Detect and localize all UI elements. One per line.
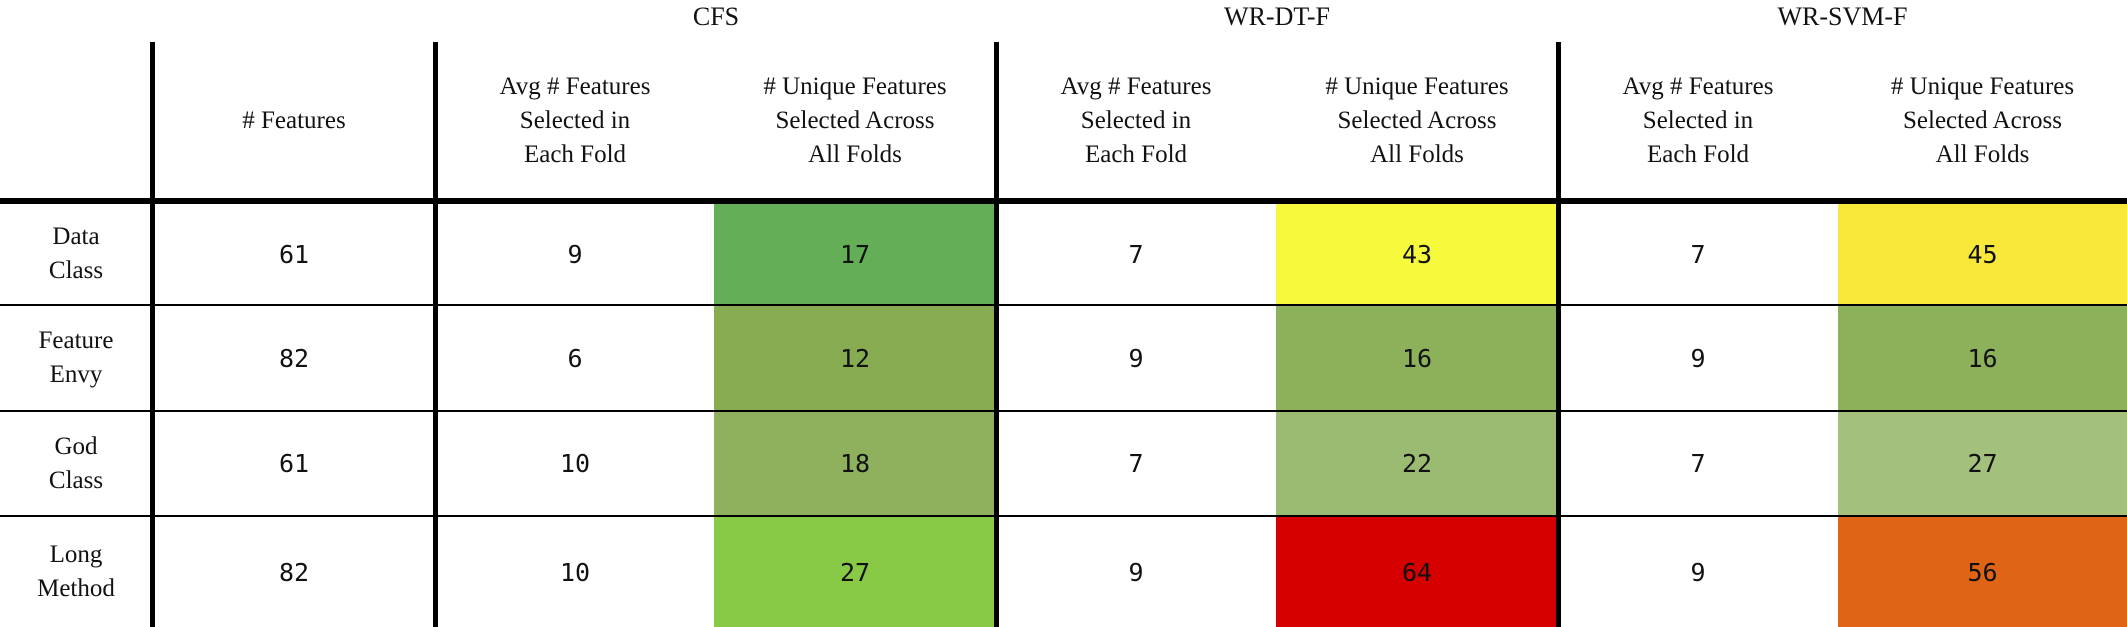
cell-dt-avg: 9 [1128,557,1144,587]
row-label: Data Class [48,223,104,284]
header-dt-unique: # Unique Features Selected Across All Fo… [1325,73,1509,168]
cell-svm-avg: 9 [1690,343,1706,373]
cell-dt-avg: 7 [1128,449,1144,478]
header-features: # Features [242,107,346,134]
cell-svm-avg: 7 [1690,449,1706,478]
cell-dt-avg: 7 [1128,239,1144,269]
cell-cfs-avg: 6 [567,343,583,373]
row-label: Feature Envy [38,327,114,388]
row-label: Long Method [37,541,115,602]
cell-cfs-avg: 10 [559,557,591,587]
cell-cfs-avg: 9 [567,239,583,269]
cell-cfs-unique: 17 [714,204,996,304]
column-divider [1556,42,1561,627]
column-divider [150,42,155,627]
row-divider [0,304,2127,306]
cell-cfs-unique: 12 [714,306,996,410]
cell-svm-unique: 45 [1838,204,2127,304]
cell-dt-unique: 64 [1276,517,1558,627]
row-divider [0,410,2127,412]
header-rule [0,198,2127,204]
cell-svm-unique: 56 [1838,517,2127,627]
row-divider [0,515,2127,517]
group-title-cfs: CFS [692,2,740,31]
group-title-wr-svm-f: WR-SVM-F [1777,2,1908,31]
cell-features: 61 [278,239,310,269]
cell-features: 82 [278,557,310,587]
group-title-wr-dt-f: WR-DT-F [1224,2,1330,31]
cell-dt-unique: 22 [1276,412,1558,515]
cell-svm-unique: 27 [1838,412,2127,515]
cell-cfs-unique: 18 [714,412,996,515]
cell-features: 82 [278,343,310,373]
column-divider [994,42,999,627]
column-divider [433,42,438,627]
cell-svm-avg: 7 [1690,239,1706,269]
cell-dt-unique: 16 [1276,306,1558,410]
cell-features: 61 [278,449,310,478]
header-cfs-avg: Avg # Features Selected in Each Fold [499,73,651,168]
cell-cfs-avg: 10 [559,449,591,478]
cell-svm-avg: 9 [1690,557,1706,587]
header-dt-avg: Avg # Features Selected in Each Fold [1060,73,1212,168]
header-cfs-unique: # Unique Features Selected Across All Fo… [763,73,947,168]
header-svm-unique: # Unique Features Selected Across All Fo… [1890,73,2075,168]
header-svm-avg: Avg # Features Selected in Each Fold [1622,73,1774,168]
cell-dt-avg: 9 [1128,343,1144,373]
cell-svm-unique: 16 [1838,306,2127,410]
cell-cfs-unique: 27 [714,517,996,627]
row-label: God Class [48,432,104,494]
cell-dt-unique: 43 [1276,204,1558,304]
